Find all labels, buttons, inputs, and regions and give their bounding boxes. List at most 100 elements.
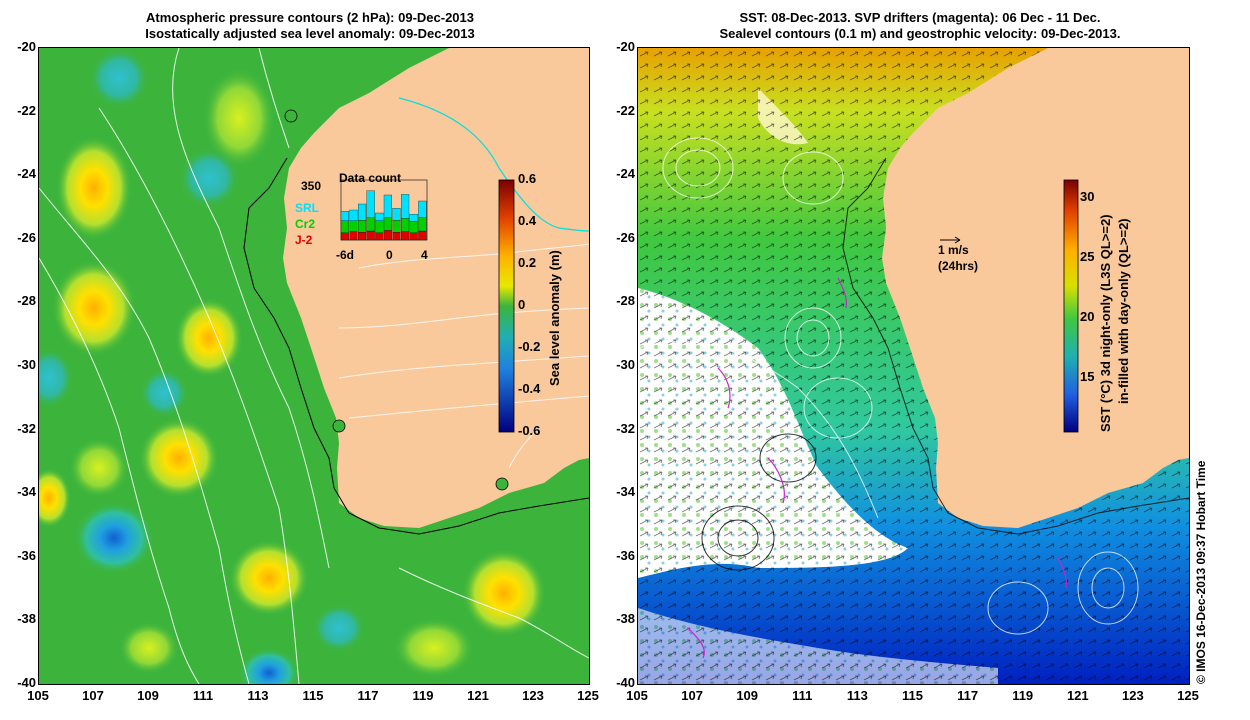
right-title-line2: Sealevel contours (0.1 m) and geostrophi… xyxy=(719,26,1121,41)
y-axis-tick-label: -38 xyxy=(17,611,36,627)
sea-level-anomaly-map[interactable]: 350 Data count SRL Cr2 J-2 -6d 0 4 xyxy=(38,47,590,685)
inset-bar-cr2 xyxy=(349,220,358,232)
y-axis-tick-label: -38 xyxy=(616,611,635,627)
inset-bar-srl xyxy=(349,209,358,221)
y-axis-tick-label: -40 xyxy=(616,675,635,690)
x-axis-tick-label: 117 xyxy=(357,688,379,703)
inset-xtick-2: 4 xyxy=(421,248,428,262)
inset-bar-j2 xyxy=(418,230,427,241)
inset-bar-j2 xyxy=(340,232,349,241)
inset-title: Data count xyxy=(339,171,401,185)
inset-bar-j2 xyxy=(383,230,392,241)
sla-colorbar-tick: 0.6 xyxy=(518,171,537,186)
y-axis-tick-label: -22 xyxy=(616,102,635,118)
sla-map-svg: 350 Data count SRL Cr2 J-2 -6d 0 4 xyxy=(39,48,589,684)
x-axis-tick-label: 117 xyxy=(957,688,979,703)
y-axis-tick-label: -24 xyxy=(616,166,635,182)
inset-bar-srl xyxy=(366,190,375,218)
velocity-scale-arrow xyxy=(940,236,961,244)
x-axis-tick-label: 105 xyxy=(27,688,49,703)
x-axis-tick-label: 107 xyxy=(681,688,703,703)
x-axis-tick-label: 125 xyxy=(577,688,599,703)
inset-bar-j2 xyxy=(409,232,418,241)
inset-bar-srl xyxy=(375,212,384,221)
inset-bar-cr2 xyxy=(418,217,427,232)
x-axis-tick-label: 111 xyxy=(192,688,214,703)
y-axis-tick-label: -26 xyxy=(17,229,36,245)
svp-drifter-tracks xyxy=(687,277,1068,659)
inset-bar-j2 xyxy=(375,232,384,241)
data-count-inset xyxy=(340,179,428,241)
x-axis-tick-label: 113 xyxy=(247,688,269,703)
sst-colorbar-tick: 30 xyxy=(1080,189,1095,204)
inset-bar-cr2 xyxy=(358,220,367,233)
y-axis-tick-label: -20 xyxy=(17,39,36,54)
inset-bar-srl xyxy=(383,194,392,218)
inset-bar-cr2 xyxy=(401,218,410,232)
x-axis-tick-label: 125 xyxy=(1177,688,1199,703)
sst-colorbar-tick: 15 xyxy=(1080,369,1095,384)
sla-colorbar-tick: -0.2 xyxy=(518,339,541,354)
sst-colorbar-label-1: SST (°C) 3d night-only (L3S QL>=2) xyxy=(1098,214,1113,432)
x-axis-tick-label: 115 xyxy=(302,688,324,703)
inset-max-label: 350 xyxy=(301,179,321,193)
y-axis-tick-label: -40 xyxy=(17,675,36,690)
y-axis-tick-label: -28 xyxy=(616,293,635,309)
inset-bar-j2 xyxy=(366,230,375,241)
tide-gauge-marker[interactable] xyxy=(495,477,509,491)
australia-landmass xyxy=(882,48,1189,528)
cyan-line xyxy=(398,97,589,232)
inset-bar-srl xyxy=(340,211,349,221)
inset-bar-cr2 xyxy=(383,217,392,231)
sla-anomaly-blobs xyxy=(39,48,546,684)
inset-bar-j2 xyxy=(392,232,401,241)
right-title-line1: SST: 08-Dec-2013. SVP drifters (magenta)… xyxy=(739,10,1101,25)
y-axis-tick-label: -34 xyxy=(616,484,635,500)
right-map-title: SST: 08-Dec-2013. SVP drifters (magenta)… xyxy=(650,10,1190,42)
inset-bar-srl xyxy=(358,203,367,221)
inset-bar-srl xyxy=(401,194,410,219)
sst-colorbar-tick: 25 xyxy=(1080,249,1095,264)
x-axis-tick-label: 105 xyxy=(626,688,648,703)
sst-colorbar-tick: 20 xyxy=(1080,309,1095,324)
velocity-scale-label: 1 m/s xyxy=(938,243,969,257)
x-axis-tick-label: 121 xyxy=(1066,688,1089,703)
left-title-line2: Isostatically adjusted sea level anomaly… xyxy=(145,26,475,41)
sla-colorbar-tick: 0.4 xyxy=(518,213,537,228)
tide-gauge-marker[interactable] xyxy=(332,419,346,433)
sst-colorbar-label-2: in-filled with day-only (QL>=2) xyxy=(1116,218,1131,404)
dark-contours xyxy=(701,157,1189,571)
y-axis-tick-label: -36 xyxy=(616,547,635,563)
y-axis-tick-label: -30 xyxy=(616,357,635,372)
pressure-contours xyxy=(39,48,589,684)
tide-gauge-marker[interactable] xyxy=(284,109,298,123)
x-axis-tick-label: 109 xyxy=(736,688,759,703)
inset-bar-srl xyxy=(418,200,427,218)
inset-bar-cr2 xyxy=(366,217,375,232)
y-axis-tick-label: -32 xyxy=(616,420,635,436)
y-axis-tick-label: -30 xyxy=(17,357,36,372)
sst-map-svg: 1 m/s (24hrs) xyxy=(638,48,1189,684)
y-axis-tick-label: -24 xyxy=(17,166,36,182)
y-axis-tick-label: -28 xyxy=(17,293,36,309)
shelf-contour xyxy=(243,157,589,535)
x-axis-tick-label: 119 xyxy=(412,688,434,703)
y-axis-tick-label: -26 xyxy=(616,229,635,245)
sla-colorbar-tick: 0 xyxy=(518,297,526,312)
sla-colorbar-tick: -0.6 xyxy=(518,423,541,438)
inset-xtick-0: -6d xyxy=(336,248,354,262)
inset-bar-srl xyxy=(409,214,418,222)
y-axis-tick-label: -36 xyxy=(17,547,36,563)
velocity-scale-period: (24hrs) xyxy=(938,259,978,273)
sst-colorbar xyxy=(1063,179,1079,433)
legend-cr2: Cr2 xyxy=(295,217,315,231)
inset-xtick-1: 0 xyxy=(386,248,393,262)
x-axis-tick-label: 107 xyxy=(82,688,104,703)
imos-credit: © IMOS 16-Dec-2013 09:37 Hobart Time xyxy=(1194,460,1208,684)
sst-map[interactable]: 1 m/s (24hrs) xyxy=(637,47,1190,685)
sla-colorbar-tick: -0.4 xyxy=(518,381,541,396)
legend-srl: SRL xyxy=(295,201,319,215)
x-axis-tick-label: 123 xyxy=(1122,688,1144,703)
inset-bar-j2 xyxy=(401,231,410,241)
x-axis-tick-label: 119 xyxy=(1012,688,1034,703)
